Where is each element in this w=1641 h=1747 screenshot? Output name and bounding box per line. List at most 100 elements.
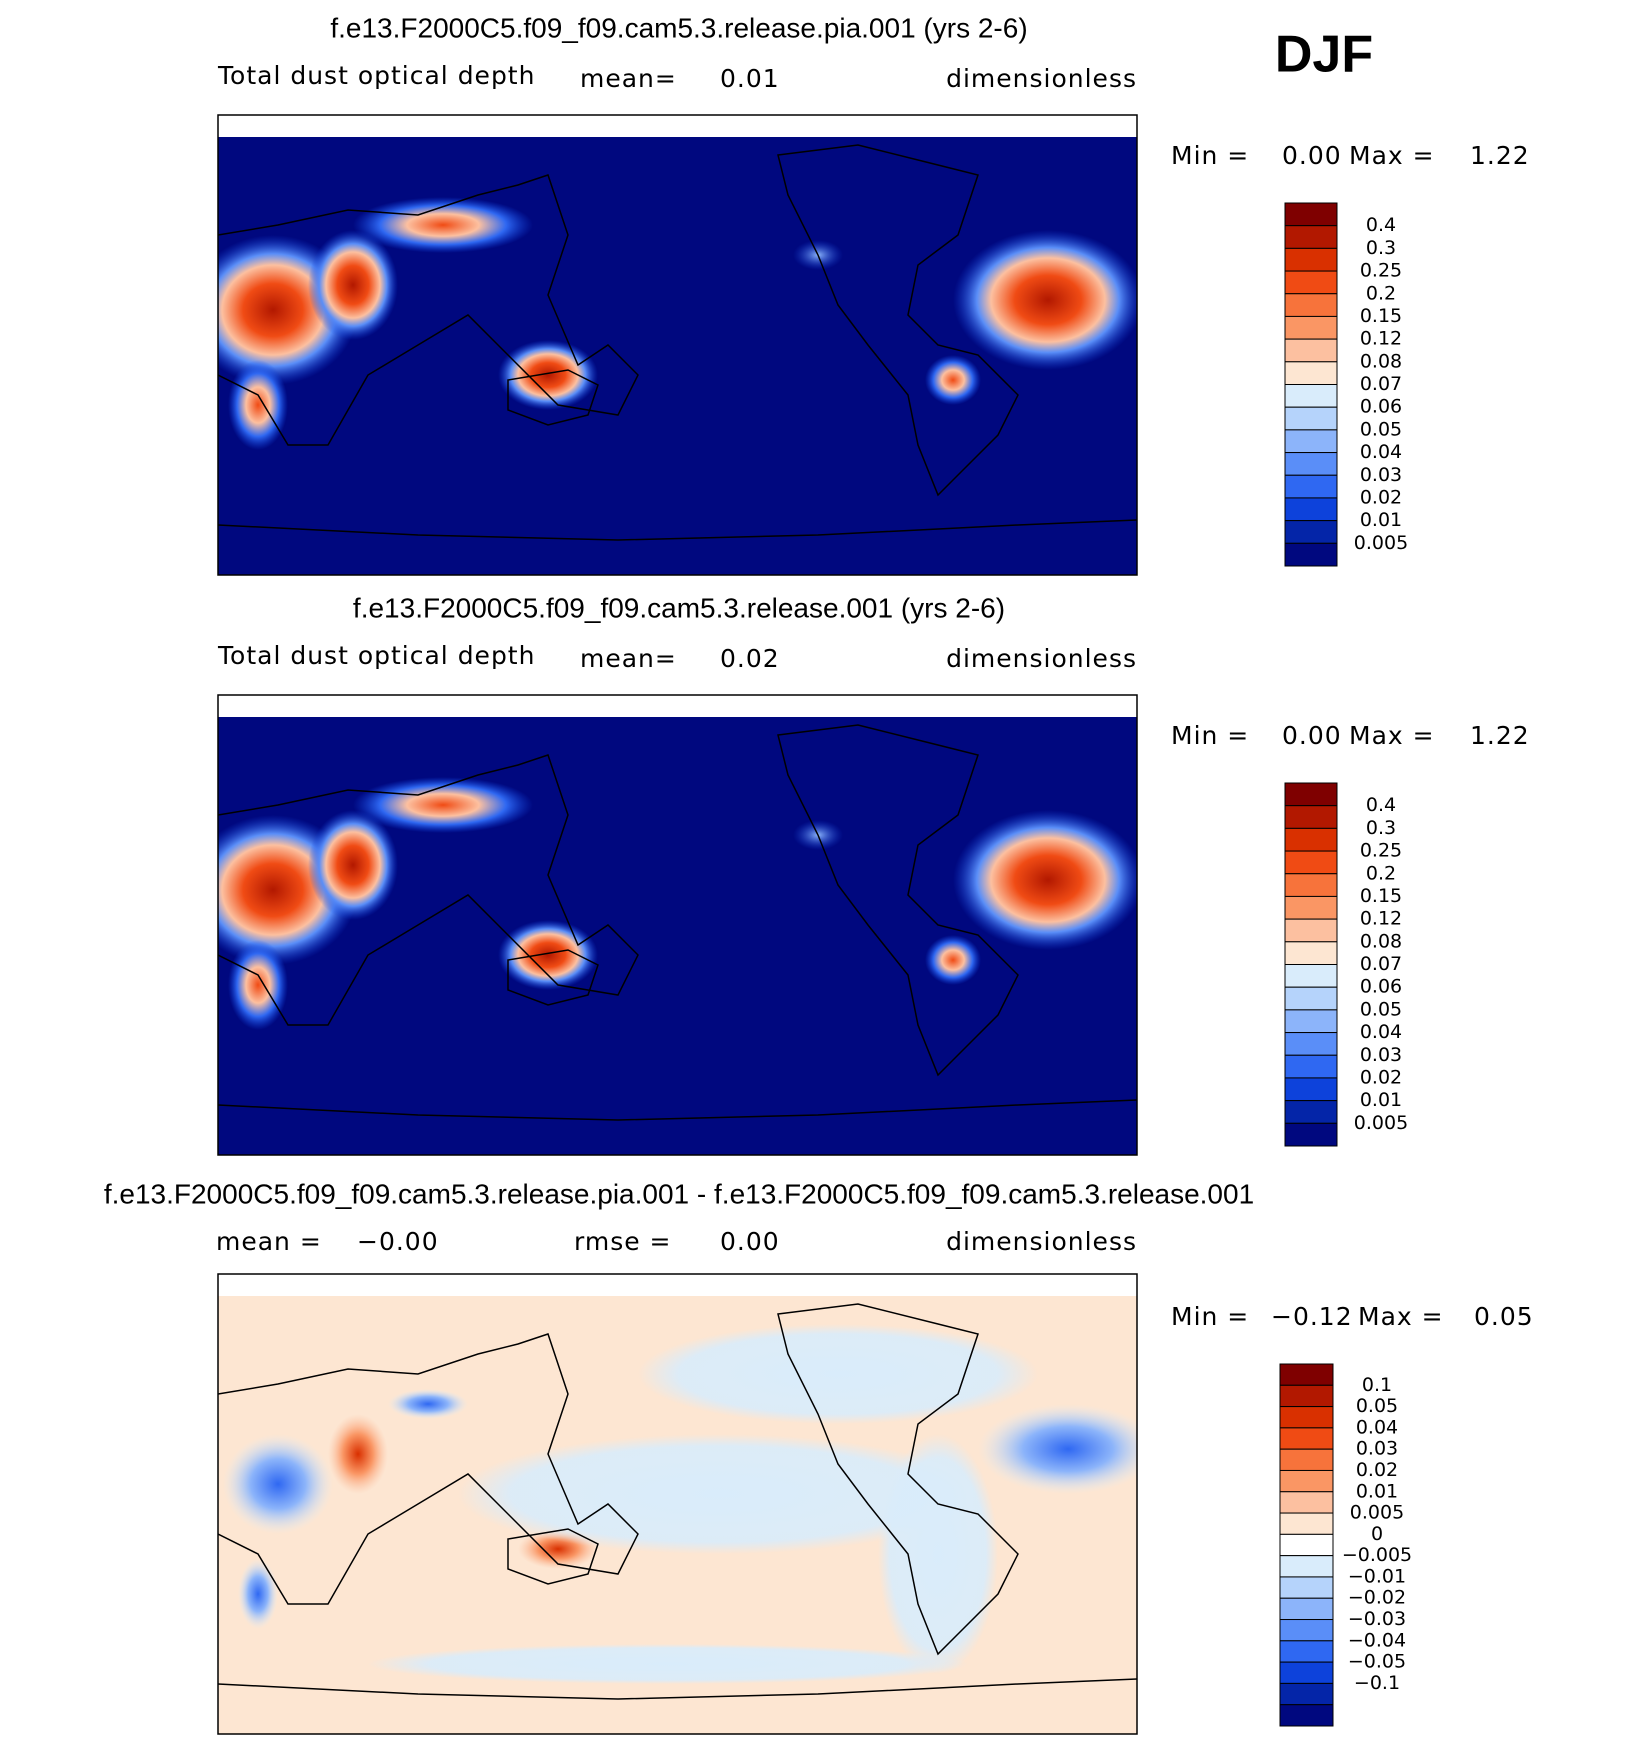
panel-title: f.e13.F2000C5.f09_f09.cam5.3.release.pia…: [104, 1178, 1254, 1209]
colorbar-box: [1279, 1555, 1334, 1578]
colorbar-box: [1284, 1054, 1338, 1079]
stat-label: mean=: [580, 644, 677, 673]
coastline: [507, 369, 599, 426]
field-blob: [925, 355, 981, 405]
colorbar-box: [1279, 1533, 1334, 1557]
colorbar-box: [1284, 520, 1338, 544]
map: [217, 1273, 1138, 1735]
colorbar-label: 0.06: [1360, 976, 1402, 998]
coastline: [777, 724, 1019, 1077]
map-field: [218, 137, 1137, 575]
stat-label: mean =: [216, 1227, 322, 1256]
panel-title: f.e13.F2000C5.f09_f09.cam5.3.release.001…: [353, 592, 1005, 623]
colorbar-box: [1279, 1640, 1334, 1663]
colorbar-box: [1284, 1032, 1338, 1056]
stat-value: 0.01: [720, 64, 780, 93]
field-blob: [228, 940, 288, 1030]
colorbar-box: [1284, 1100, 1338, 1124]
max-label: Max =: [1349, 141, 1435, 170]
field-blob: [925, 935, 981, 985]
units-label: dimensionless: [946, 64, 1137, 93]
colorbar-label: 0.07: [1360, 953, 1402, 975]
min-label: Min =: [1171, 721, 1249, 750]
colorbar-label: 0.05: [1356, 1395, 1398, 1417]
colorbar-box: [1284, 474, 1338, 499]
coastline: [218, 174, 639, 446]
colorbar-box: [1284, 225, 1338, 249]
colorbar-label: −0.01: [1348, 1565, 1406, 1587]
map-frame: [217, 694, 1138, 1156]
colorbar-box: [1284, 542, 1338, 567]
colorbar-label: 0.08: [1360, 930, 1402, 952]
map-field: [218, 717, 1137, 1155]
colorbar-box: [1279, 1619, 1334, 1642]
colorbar-label: −0.02: [1348, 1587, 1406, 1609]
colorbar-box: [1279, 1597, 1334, 1621]
max-value: 1.22: [1470, 141, 1530, 170]
coastline: [218, 519, 1137, 541]
colorbar-label: 0.1: [1362, 1374, 1392, 1396]
min-value: −0.12: [1271, 1302, 1353, 1331]
colorbar-box: [1279, 1576, 1334, 1599]
colorbar-label: 0.005: [1354, 1112, 1408, 1134]
stat-label: mean=: [580, 64, 677, 93]
field-blob: [638, 1324, 1038, 1424]
colorbar-label: 0.25: [1360, 260, 1402, 282]
colorbar-label: 0.04: [1360, 441, 1402, 463]
colorbar-box: [1279, 1384, 1334, 1408]
colorbar-label: 0.15: [1360, 885, 1402, 907]
colorbar-label: 0.4: [1366, 214, 1396, 236]
colorbar-box: [1284, 782, 1338, 807]
colorbar-box: [1284, 805, 1338, 829]
colorbar-box: [1279, 1406, 1334, 1429]
max-label: Max =: [1358, 1302, 1444, 1331]
coastline: [218, 1678, 1137, 1700]
colorbar-box: [1279, 1682, 1334, 1706]
colorbar-box: [1284, 941, 1338, 965]
colorbar-label: 0.25: [1360, 840, 1402, 862]
colorbar-label: 0.03: [1360, 1044, 1402, 1066]
colorbar-label: 0.05: [1360, 418, 1402, 440]
map-frame: [217, 1273, 1138, 1735]
colorbar-label: 0.02: [1360, 486, 1402, 508]
stat-label: rmse =: [574, 1227, 672, 1256]
colorbar-box: [1284, 964, 1338, 988]
colorbar-box: [1279, 1427, 1334, 1450]
variable-label: Total dust optical depth: [217, 61, 535, 90]
min-label: Min =: [1171, 1302, 1249, 1331]
field-blob: [978, 1404, 1137, 1494]
coastline: [507, 1528, 599, 1585]
colorbar-box: [1279, 1469, 1334, 1493]
colorbar-label: −0.005: [1342, 1544, 1412, 1566]
colorbar-box: [1279, 1448, 1334, 1471]
colorbar-box: [1284, 247, 1338, 272]
colorbar-label: 0.07: [1360, 373, 1402, 395]
colorbar-box: [1284, 270, 1338, 295]
coastline: [218, 754, 639, 1026]
colorbar-box: [1284, 873, 1338, 897]
colorbar-box: [1284, 338, 1338, 363]
colorbar-box: [1284, 497, 1338, 522]
colorbar-label: 0.08: [1360, 350, 1402, 372]
colorbar-box: [1279, 1491, 1334, 1514]
colorbar-label: 0.03: [1356, 1438, 1398, 1460]
colorbar-box: [1284, 986, 1338, 1011]
field-blob: [953, 810, 1137, 950]
stat-value: −0.00: [357, 1227, 439, 1256]
colorbar-label: 0.3: [1366, 237, 1396, 259]
colorbar-box: [1284, 406, 1338, 431]
colorbar-box: [1279, 1704, 1334, 1727]
colorbar-box: [1284, 1122, 1338, 1147]
field-blob: [498, 340, 598, 410]
field-blob: [353, 197, 533, 253]
colorbar-label: 0.02: [1360, 1066, 1402, 1088]
max-label: Max =: [1349, 721, 1435, 750]
colorbar-label: −0.1: [1354, 1672, 1400, 1694]
coastline: [777, 1303, 1019, 1656]
colorbar-box: [1284, 1009, 1338, 1034]
colorbar-label: 0: [1371, 1523, 1383, 1545]
field-blob: [953, 230, 1137, 370]
colorbar-label: 0.06: [1360, 396, 1402, 418]
max-value: 0.05: [1474, 1302, 1534, 1331]
